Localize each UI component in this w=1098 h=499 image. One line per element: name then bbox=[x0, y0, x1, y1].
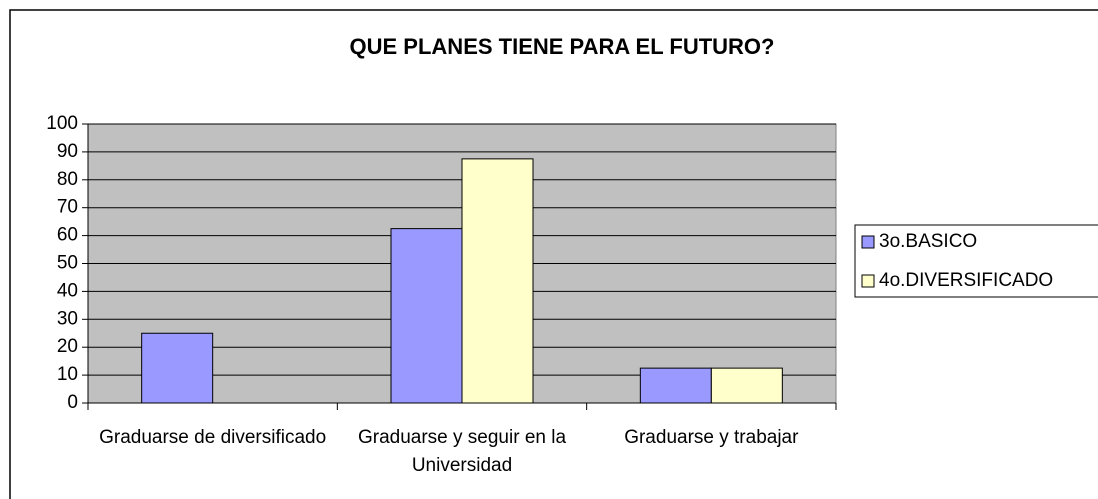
y-tick-label: 70 bbox=[57, 197, 78, 218]
bar bbox=[639, 367, 712, 404]
y-tick-label: 20 bbox=[57, 336, 78, 357]
y-tick-label: 30 bbox=[57, 308, 78, 329]
y-tick-label: 40 bbox=[57, 280, 78, 301]
legend bbox=[854, 224, 1098, 298]
y-tick-label: 10 bbox=[57, 364, 78, 385]
x-tick-label: Graduarse y trabajar bbox=[624, 427, 799, 448]
legend-label: 3o.BASICO bbox=[879, 231, 977, 252]
y-tick-label: 80 bbox=[57, 169, 78, 190]
y-tick-label: 60 bbox=[57, 225, 78, 246]
x-tick-label: Graduarse y seguir en la Universidad bbox=[357, 427, 567, 476]
y-tick-label: 0 bbox=[67, 392, 78, 413]
bar bbox=[390, 228, 463, 404]
chart-title: QUE PLANES TIENE PARA EL FUTURO? bbox=[350, 34, 775, 59]
bar bbox=[141, 332, 214, 404]
legend-label: 4o.DIVERSIFICADO bbox=[879, 270, 1053, 291]
y-tick-label: 90 bbox=[57, 141, 78, 162]
legend-swatch bbox=[861, 274, 875, 288]
y-tick-label: 100 bbox=[46, 113, 78, 134]
bar bbox=[710, 367, 783, 404]
y-tick-label: 50 bbox=[57, 253, 78, 274]
x-tick-label: Graduarse de diversificado bbox=[99, 427, 327, 448]
bar bbox=[461, 158, 534, 404]
legend-swatch bbox=[861, 235, 875, 249]
